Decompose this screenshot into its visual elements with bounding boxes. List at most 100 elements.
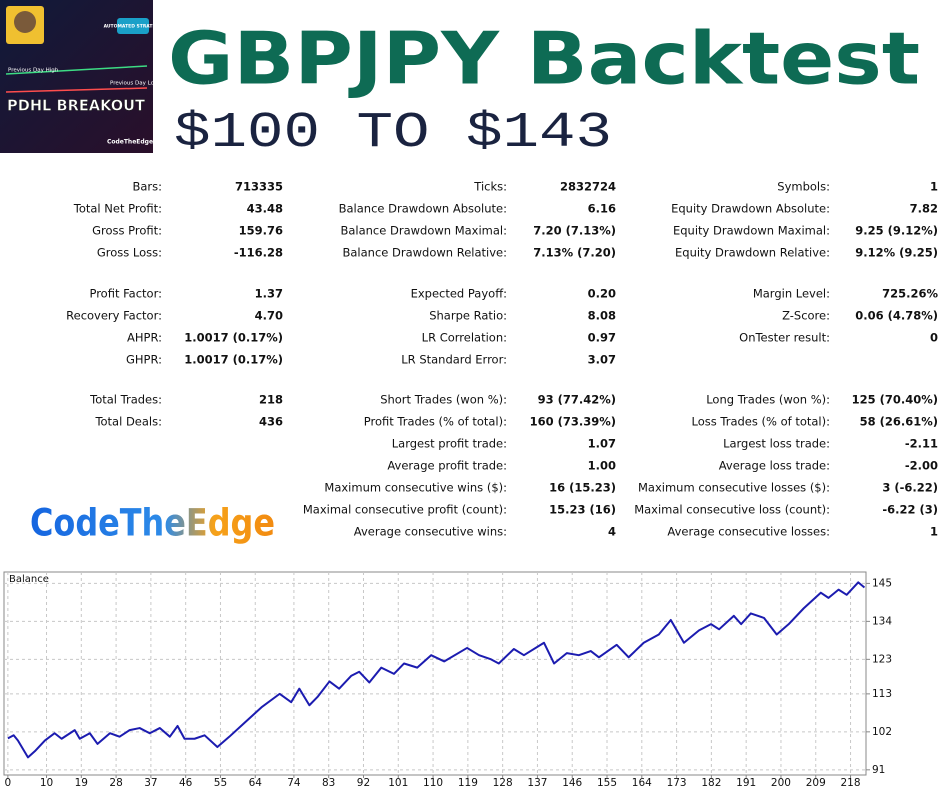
stat-value: 218 [259,393,283,407]
x-tick-label: 218 [841,777,861,788]
stat-value: -116.28 [234,246,283,260]
balance-chart: Balance 91 102 113 123 134 145 0 10 19 28 37 46 55 64… [3,571,892,788]
stat-label: Expected Payoff: [411,287,507,301]
y-tick-label: 113 [872,688,892,700]
chart-title: Balance [9,574,49,585]
y-tick-label: 123 [872,653,892,665]
avatar-face [14,11,36,33]
stat-label: Average consecutive wins: [354,525,507,539]
x-tick-label: 191 [736,777,756,788]
stat-value: 16 (15.23) [549,481,616,495]
stat-label: Largest profit trade: [392,437,507,451]
stat-value: 0.97 [588,331,616,345]
badge: AUTOMATED STRATEGY [104,24,164,30]
stat-value: 6.16 [588,202,616,216]
stat-label: Profit Trades (% of total): [364,415,507,429]
stat-label: Total Trades: [89,393,162,407]
x-tick-label: 110 [423,777,443,788]
high-label: Previous Day High [8,68,59,74]
stat-value: 159.76 [239,224,283,238]
x-tick-label: 74 [287,777,301,788]
stat-value: 7.82 [910,202,938,216]
x-tick-label: 37 [144,777,157,788]
stat-label: Balance Drawdown Absolute: [339,202,507,216]
x-tick-label: 92 [357,777,370,788]
x-tick-label: 182 [701,777,721,788]
stat-label: Balance Drawdown Relative: [343,246,508,260]
stat-label: Maximal consecutive profit (count): [303,503,507,517]
stat-value: 713335 [235,180,283,194]
x-tick-label: 209 [806,777,826,788]
stat-value: 0.20 [588,287,616,301]
stat-label: Sharpe Ratio: [429,309,507,323]
stat-value: 1 [930,180,938,194]
stat-value: 7.13% (7.20) [533,246,616,260]
high-line [5,65,148,75]
x-tick-label: 10 [40,777,53,788]
stat-value: 4.70 [255,309,283,323]
stat-label: Average loss trade: [719,459,830,473]
stat-label: Profit Factor: [89,287,162,301]
stat-label: Maximum consecutive losses ($): [638,481,830,495]
stat-label: Average consecutive losses: [667,525,830,539]
x-tick-label: 119 [458,777,478,788]
y-tick-label: 145 [872,577,892,589]
stat-label: Equity Drawdown Maximal: [673,224,830,238]
thumbnail-brand: CodeTheEdge [107,139,153,146]
stat-value: 160 (73.39%) [530,415,616,429]
x-tick-label: 64 [249,777,263,788]
stat-value: 1.0017 (0.17%) [184,331,283,345]
stat-value: 1.00 [588,459,616,473]
stat-value: 1.07 [588,437,616,451]
stat-value: 3 (-6.22) [882,481,938,495]
stat-label: Equity Drawdown Absolute: [671,202,830,216]
x-tick-label: 19 [75,777,88,788]
stat-value: -2.11 [905,437,938,451]
stat-value: -6.22 (3) [882,503,938,517]
x-tick-label: 55 [214,777,227,788]
stat-label: Maximal consecutive loss (count): [634,503,830,517]
y-tick-label: 102 [872,726,892,738]
stat-label: Gross Profit: [92,224,162,238]
stat-value: 725.26% [882,287,938,301]
y-tick-label: 134 [872,615,892,627]
stat-value: 436 [259,415,283,429]
stat-value: 7.20 (7.13%) [533,224,616,238]
subtitle: $100 TO $143 [174,105,612,162]
thumbnail: AUTOMATED STRATEGY Previous Day High Pre… [0,0,163,153]
stat-label: Equity Drawdown Relative: [675,246,830,260]
stat-label: Short Trades (won %): [380,393,507,407]
stat-label: OnTester result: [739,331,830,345]
stat-value: 1.37 [255,287,283,301]
x-tick-label: 46 [179,777,193,788]
x-tick-label: 155 [597,777,617,788]
stat-value: 2832724 [560,180,616,194]
stat-label: Long Trades (won %): [706,393,830,407]
low-line [5,87,148,93]
stat-label: Maximum consecutive wins ($): [324,481,507,495]
stat-value: 15.23 (16) [549,503,616,517]
stat-label: LR Standard Error: [401,353,507,367]
stat-label: Largest loss trade: [723,437,830,451]
x-tick-label: 0 [5,777,12,788]
title: GBPJPY Backtest [168,17,920,101]
stat-value: 9.25 (9.12%) [855,224,938,238]
stat-label: GHPR: [126,353,162,367]
stat-label: AHPR: [127,331,162,345]
low-label: Previous Day Low [110,81,159,87]
stat-label: Z-Score: [782,309,830,323]
stat-value: 93 (77.42%) [538,393,616,407]
x-tick-label: 83 [322,777,335,788]
x-tick-label: 173 [667,777,687,788]
stat-label: Average profit trade: [387,459,507,473]
stat-value: 58 (26.61%) [860,415,938,429]
stat-value: 9.12% (9.25) [855,246,938,260]
x-tick-label: 137 [527,777,547,788]
stat-value: 125 (70.40%) [852,393,938,407]
stat-value: 4 [608,525,616,539]
stat-label: LR Correlation: [422,331,507,345]
logo: CodeTheEdge [30,502,275,545]
stat-label: Margin Level: [753,287,830,301]
stat-value: 0 [930,331,938,345]
